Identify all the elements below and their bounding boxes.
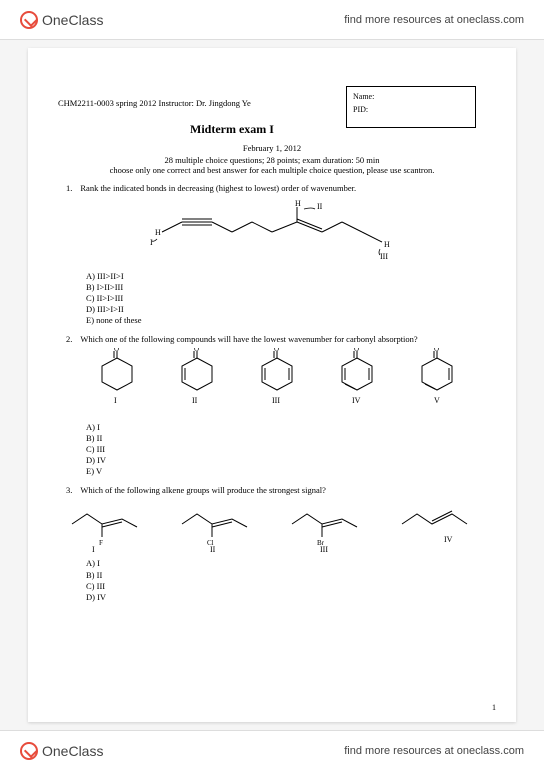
brand-logo-footer: OneClass <box>20 742 103 760</box>
q1-choice-b: B) I>II>III <box>86 282 486 293</box>
q3-num: 3. <box>66 485 72 495</box>
q3-structures: F Cl Br I II III IV <box>62 499 482 554</box>
q1-h1: H <box>155 228 161 237</box>
q3-choices: A) I B) II C) III D) IV <box>86 558 486 602</box>
exam-date: February 1, 2012 <box>58 143 486 153</box>
q2-choice-a: A) I <box>86 422 486 433</box>
q3-choice-b: B) II <box>86 570 486 581</box>
q2-l4: IV <box>352 396 361 405</box>
q1-h3: H <box>384 240 390 249</box>
q1-lbl-ii: II <box>317 202 323 211</box>
q3-l3: III <box>320 545 328 554</box>
pid-label: PID: <box>353 104 469 117</box>
logo-icon-footer <box>20 742 38 760</box>
bottom-banner: OneClass find more resources at oneclass… <box>0 730 544 770</box>
q2-choice-e: E) V <box>86 466 486 477</box>
q3-l2: II <box>210 545 216 554</box>
brand-name-footer: OneClass <box>42 743 103 759</box>
brand-name: OneClass <box>42 12 103 28</box>
tagline: find more resources at oneclass.com <box>344 14 524 26</box>
q2-l5: V <box>434 396 440 405</box>
logo-icon <box>20 11 38 29</box>
q2-l1: I <box>114 396 117 405</box>
q3-l4: IV <box>444 535 453 544</box>
instructions-1: 28 multiple choice questions; 28 points;… <box>58 155 486 165</box>
q3-s1: F <box>99 539 103 547</box>
question-2: 2. Which one of the following compounds … <box>66 334 486 344</box>
q1-text: Rank the indicated bonds in decreasing (… <box>80 183 356 193</box>
q3-choice-d: D) IV <box>86 592 486 603</box>
q3-text: Which of the following alkene groups wil… <box>80 485 326 495</box>
q1-lbl-iii: III <box>380 252 388 261</box>
svg-text:O: O <box>354 348 359 353</box>
brand-logo: OneClass <box>20 11 103 29</box>
tagline-footer: find more resources at oneclass.com <box>344 745 524 757</box>
svg-text:O: O <box>434 348 439 353</box>
page-number: 1 <box>492 703 496 712</box>
name-box: Name: PID: <box>346 86 476 128</box>
q1-h2: H <box>295 199 301 208</box>
question-3: 3. Which of the following alkene groups … <box>66 485 486 495</box>
q2-l3: III <box>272 396 280 405</box>
q1-num: 1. <box>66 183 72 193</box>
q2-choices: A) I B) II C) III D) IV E) V <box>86 422 486 477</box>
q1-choice-d: D) III>I>II <box>86 304 486 315</box>
q3-l1: I <box>92 545 95 554</box>
top-banner: OneClass find more resources at oneclass… <box>0 0 544 40</box>
q2-choice-d: D) IV <box>86 455 486 466</box>
q1-choices: A) III>II>I B) I>II>III C) II>I>III D) I… <box>86 271 486 326</box>
question-1: 1. Rank the indicated bonds in decreasin… <box>66 183 486 193</box>
name-label: Name: <box>353 91 469 104</box>
svg-text:O: O <box>194 348 199 353</box>
q1-structure: H H H I II III <box>122 197 422 267</box>
svg-text:O: O <box>274 348 279 353</box>
q2-structures: I II III IV V O O O O O <box>72 348 472 418</box>
q2-l2: II <box>192 396 198 405</box>
q1-choice-c: C) II>I>III <box>86 293 486 304</box>
svg-text:O: O <box>114 348 119 353</box>
q1-lbl-i: I <box>150 238 153 247</box>
q2-text: Which one of the following compounds wil… <box>80 334 417 344</box>
instructions-2: choose only one correct and best answer … <box>58 165 486 175</box>
document-page: Name: PID: CHM2211-0003 spring 2012 Inst… <box>28 48 516 722</box>
q2-num: 2. <box>66 334 72 344</box>
q3-choice-a: A) I <box>86 558 486 569</box>
q1-choice-a: A) III>II>I <box>86 271 486 282</box>
q1-choice-e: E) none of these <box>86 315 486 326</box>
q2-choice-c: C) III <box>86 444 486 455</box>
q2-choice-b: B) II <box>86 433 486 444</box>
q3-choice-c: C) III <box>86 581 486 592</box>
